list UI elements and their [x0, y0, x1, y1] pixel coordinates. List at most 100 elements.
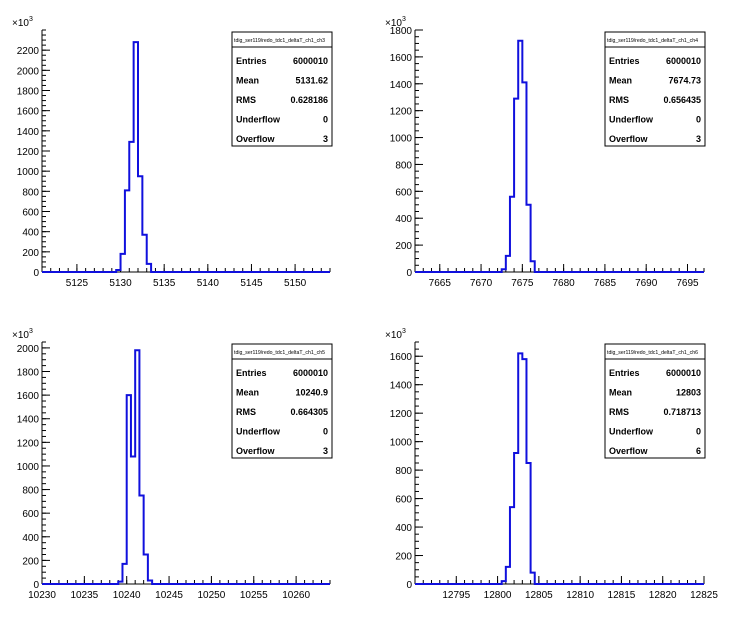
- stats-label: Mean: [236, 388, 259, 398]
- y-axis-exponent: ×103: [385, 16, 406, 29]
- histogram-bin: [502, 581, 506, 584]
- x-tick-label: 12810: [566, 590, 594, 601]
- stats-title: tdig_ser119/redo_tdc1_deltaT_ch1_ch4: [607, 38, 698, 44]
- y-axis-exponent: ×103: [385, 328, 406, 341]
- stats-label: RMS: [609, 407, 629, 417]
- stats-value: 3: [696, 134, 701, 144]
- histogram-pad-1: 0 200 400 600 800 1000 1200 1400 1600 1800 2000 220…: [12, 16, 333, 289]
- y-tick-label: 1200: [17, 438, 40, 449]
- y-axis-exponent: ×103: [12, 328, 33, 341]
- stats-label: Overflow: [609, 134, 649, 144]
- x-tick-label: 12795: [442, 590, 470, 601]
- y-tick-label: 600: [22, 208, 39, 219]
- stats-label: Entries: [609, 56, 640, 66]
- stats-value: 10240.9: [295, 388, 328, 398]
- stats-label: Entries: [236, 56, 267, 66]
- histogram-bin: [522, 82, 526, 272]
- x-tick-label: 5140: [197, 278, 220, 289]
- y-tick-label: 800: [395, 466, 412, 477]
- stats-label: Overflow: [236, 134, 276, 144]
- y-tick-label: 400: [22, 228, 39, 239]
- histogram-bin: [526, 463, 530, 584]
- y-tick-label: 1000: [390, 438, 413, 449]
- stats-label: RMS: [236, 407, 256, 417]
- histogram-bin: [148, 580, 152, 584]
- y-tick-label: 1400: [17, 415, 40, 426]
- y-tick-label: 800: [22, 187, 39, 198]
- histogram-bin: [125, 190, 129, 272]
- stats-value: 7674.73: [668, 76, 701, 86]
- histogram-bin: [510, 507, 514, 584]
- stats-value: 6000010: [666, 56, 701, 66]
- y-axis-exponent-base: ×10: [12, 330, 29, 341]
- histogram-bin: [514, 99, 518, 272]
- stats-label: Entries: [236, 368, 267, 378]
- histogram-bin: [502, 269, 506, 272]
- histogram-line: [415, 352, 704, 585]
- stats-box-frame: [604, 31, 706, 147]
- histogram-bin: [506, 256, 510, 272]
- histogram-bin: [514, 453, 518, 584]
- stats-label: Overflow: [236, 446, 276, 456]
- y-tick-label: 800: [395, 160, 412, 171]
- x-tick-label: 7675: [511, 278, 534, 289]
- x-tick-label: 12820: [649, 590, 677, 601]
- stats-label: Mean: [609, 388, 632, 398]
- stats-box-frame: [231, 31, 333, 147]
- stats-value: 12803: [676, 388, 701, 398]
- x-tick-label: 10260: [282, 590, 310, 601]
- histogram-line: [415, 39, 704, 273]
- y-tick-label: 1600: [390, 53, 413, 64]
- y-axis-exponent-power: 3: [29, 328, 33, 335]
- stats-title: tdig_ser119/redo_tdc1_deltaT_ch1_ch5: [234, 350, 325, 356]
- histogram-pad-3: 0 200 400 600 800 1000 1200 1400 1600 1800 2000 102…: [12, 328, 333, 601]
- y-tick-label: 1400: [17, 127, 40, 138]
- y-tick-label: 200: [22, 248, 39, 259]
- x-tick-label: 5130: [109, 278, 132, 289]
- x-tick-label: 5135: [153, 278, 176, 289]
- histogram-bin: [118, 582, 122, 584]
- stats-label: Overflow: [609, 446, 649, 456]
- y-tick-label: 1000: [17, 167, 40, 178]
- stats-label: Mean: [609, 76, 632, 86]
- y-tick-label: 1600: [390, 352, 413, 363]
- stats-value: 6: [696, 446, 701, 456]
- y-axis-exponent-power: 3: [402, 16, 406, 23]
- y-tick-label: 2200: [17, 46, 40, 57]
- stats-label: Mean: [236, 76, 259, 86]
- histogram-bin: [138, 176, 142, 272]
- stats-box-frame: [604, 343, 706, 459]
- x-tick-label: 7690: [635, 278, 658, 289]
- y-tick-label: 1600: [17, 391, 40, 402]
- stats-value: 5131.62: [295, 76, 328, 86]
- x-tick-label: 5125: [66, 278, 89, 289]
- x-tick-label: 12805: [525, 590, 553, 601]
- histogram-bin: [531, 573, 535, 584]
- y-tick-label: 400: [395, 214, 412, 225]
- y-tick-label: 1200: [17, 147, 40, 158]
- x-tick-label: 12825: [690, 590, 718, 601]
- y-tick-label: 400: [395, 523, 412, 534]
- stats-label: Underflow: [236, 427, 281, 437]
- histogram-bin: [526, 205, 530, 272]
- histogram-bin: [142, 235, 146, 272]
- x-tick-label: 12815: [608, 590, 636, 601]
- stats-box: tdig_ser119/redo_tdc1_deltaT_ch1_ch3 Entr…: [231, 31, 333, 147]
- histogram-bin: [135, 350, 139, 584]
- stats-label: Underflow: [609, 427, 654, 437]
- stats-value: 0.628186: [290, 95, 328, 105]
- stats-title: tdig_ser119/redo_tdc1_deltaT_ch1_ch3: [234, 38, 325, 44]
- y-tick-label: 1400: [390, 381, 413, 392]
- x-tick-label: 7670: [470, 278, 493, 289]
- y-tick-label: 400: [22, 533, 39, 544]
- histogram-bin: [131, 457, 135, 584]
- x-tick-label: 10245: [155, 590, 183, 601]
- y-tick-label: 2000: [17, 344, 40, 355]
- histogram-line: [42, 41, 330, 273]
- y-tick-label: 0: [33, 268, 39, 279]
- stats-value: 0.664305: [290, 407, 328, 417]
- histogram-bin: [518, 353, 522, 584]
- y-axis-exponent-power: 3: [402, 328, 406, 335]
- y-tick-label: 800: [22, 486, 39, 497]
- x-tick-label: 10250: [198, 590, 226, 601]
